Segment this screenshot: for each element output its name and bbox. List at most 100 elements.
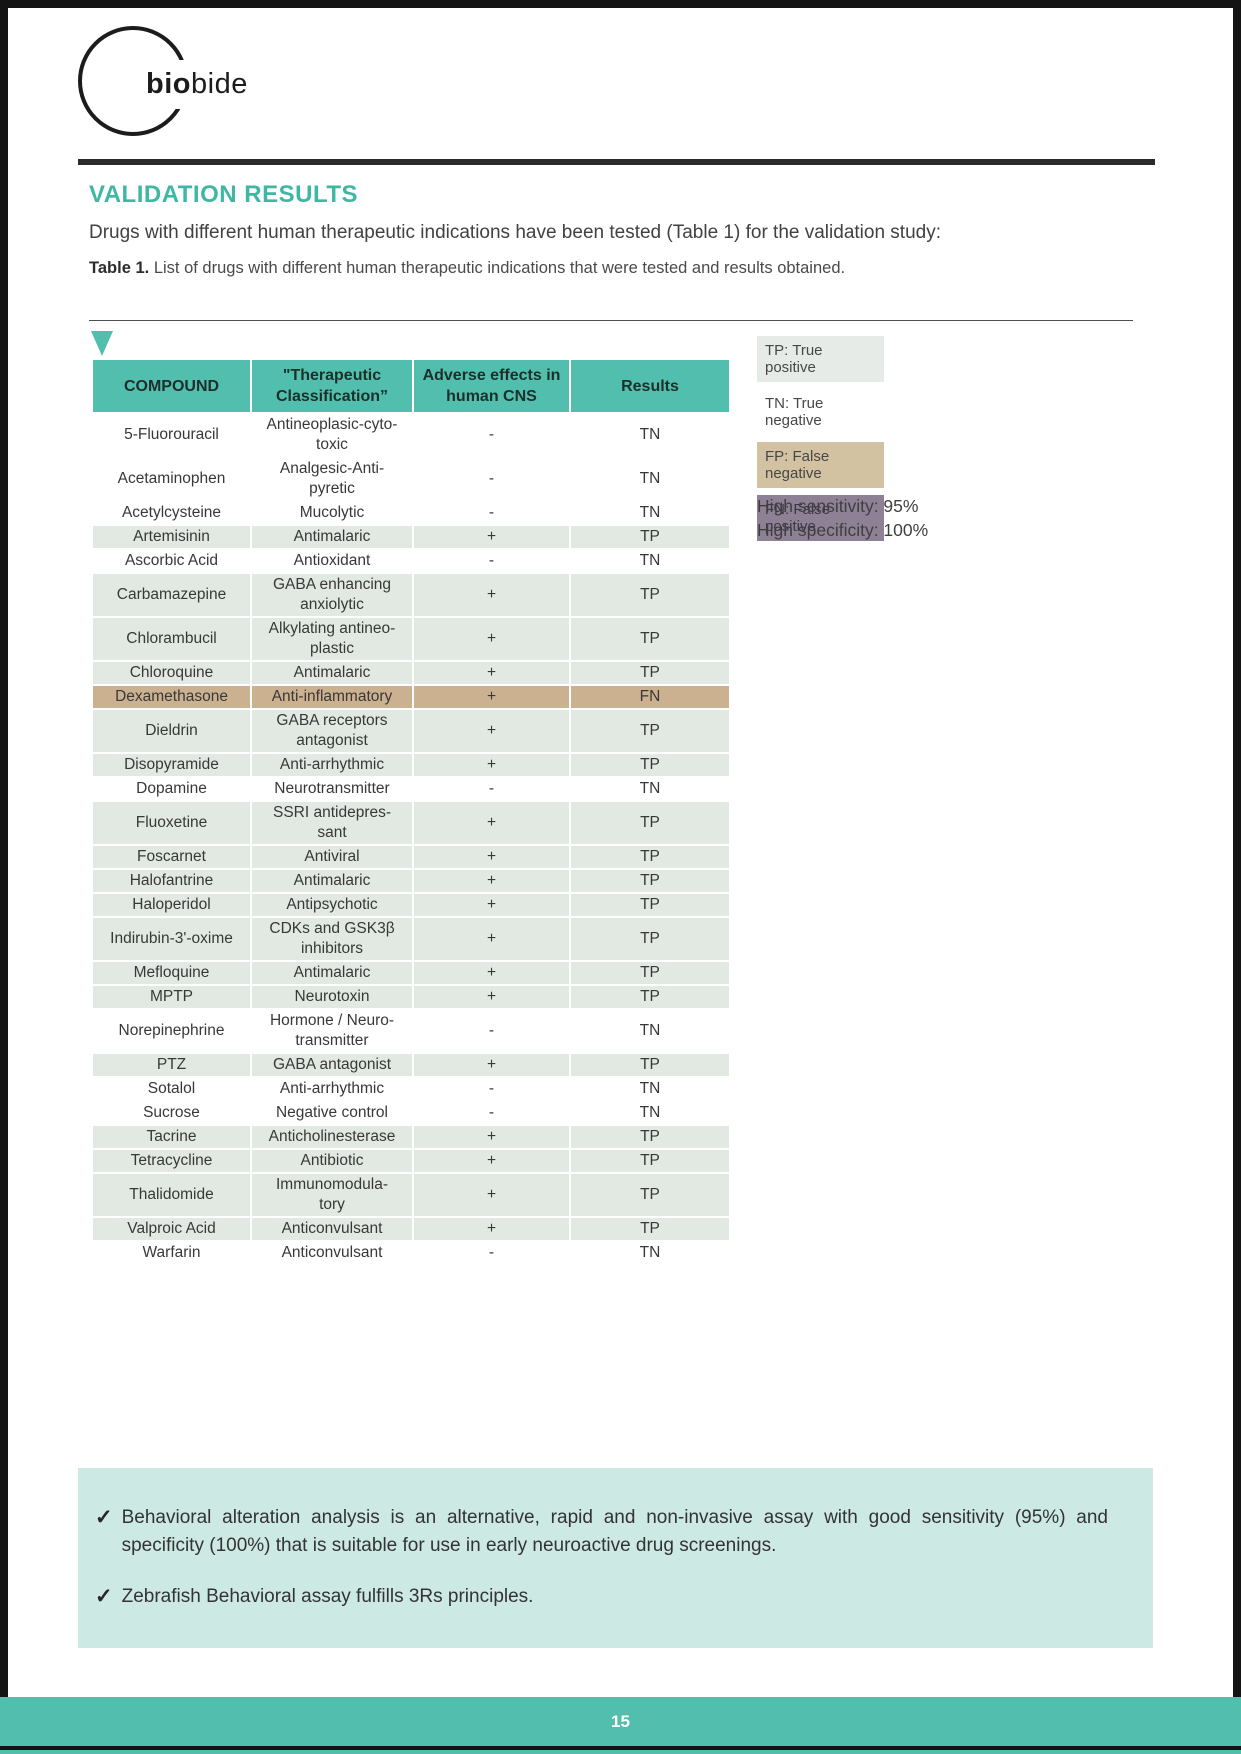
cns-effect-cell: + <box>414 1218 569 1240</box>
compound-cell: Haloperidol <box>93 894 250 916</box>
page-border-left <box>0 0 8 1700</box>
column-header: "Therapeutic Classification” <box>252 360 412 412</box>
classification-cell: Antiviral <box>252 846 412 868</box>
table-row: Carbamazepine GABA enhancing anxiolytic + T… <box>93 574 733 616</box>
result-cell: TP <box>571 754 729 776</box>
result-cell: TN <box>639 426 661 443</box>
result-cell: TP <box>571 870 729 892</box>
conclusion-bullet: ✓ Zebrafish Behavioral assay fulfills 3Rs… <box>95 1583 1108 1611</box>
compound-cell: Warfarin <box>142 1244 201 1261</box>
classification-cell: Anticonvulsant <box>252 1218 412 1240</box>
compound-cell: Norepinephrine <box>118 1022 225 1039</box>
conclusion-bullet: ✓ Behavioral alteration analysis is an al… <box>95 1504 1108 1559</box>
compound-cell: Indirubin-3'-oxime <box>93 918 250 960</box>
table-caption-text: List of drugs with different human thera… <box>153 259 846 277</box>
table-row: Halofantrine Antimalaric + TP <box>93 870 733 892</box>
classification-cell: Anti-arrhythmic <box>279 1080 385 1097</box>
table-row: PTZ GABA antagonist + TP <box>93 1054 733 1076</box>
cns-effect-cell: - <box>488 780 495 797</box>
result-cell: TP <box>571 618 729 660</box>
legend-item-fn: FN: False positive <box>757 495 884 541</box>
table-row: 5-Fluorouracil Antineoplasic-cyto- toxic -… <box>93 414 733 456</box>
footer-band <box>0 1697 1241 1746</box>
table-row: Haloperidol Antipsychotic + TP <box>93 894 733 916</box>
table-row: Artemisinin Antimalaric + TP <box>93 526 733 548</box>
compound-cell: Ascorbic Acid <box>124 552 219 569</box>
compound-cell: Carbamazepine <box>93 574 250 616</box>
compound-cell: Chlorambucil <box>93 618 250 660</box>
classification-cell: SSRI antidepres- sant <box>252 802 412 844</box>
classification-cell: Antimalaric <box>252 870 412 892</box>
compound-cell: Halofantrine <box>93 870 250 892</box>
stats-block: High sensitivity: 95% High specificity: … <box>757 494 928 542</box>
logo-text-bold: bio <box>146 68 191 100</box>
compound-cell: Foscarnet <box>93 846 250 868</box>
result-cell: TP <box>571 1150 729 1172</box>
result-cell: TP <box>571 1174 729 1216</box>
compound-cell: Fluoxetine <box>93 802 250 844</box>
sensitivity-stat: High sensitivity: 95% <box>757 496 919 516</box>
compound-cell: Acetylcysteine <box>121 504 222 521</box>
classification-cell: Mucolytic <box>299 504 365 521</box>
conclusions-box: ✓ Behavioral alteration analysis is an al… <box>78 1468 1153 1648</box>
classification-cell: Alkylating antineo- plastic <box>252 618 412 660</box>
classification-cell: Immunomodula- tory <box>252 1174 412 1216</box>
table-row: Acetaminophen Analgesic-Anti- pyretic - TN <box>93 458 733 500</box>
result-cell: TN <box>639 504 661 521</box>
compound-cell: Sucrose <box>143 1104 200 1121</box>
compound-cell: Valproic Acid <box>93 1218 250 1240</box>
result-cell: FN <box>571 686 729 708</box>
compound-cell: Artemisinin <box>93 526 250 548</box>
cns-effect-cell: - <box>488 1244 495 1261</box>
classification-cell: Antioxidant <box>293 552 371 569</box>
result-cell: TN <box>639 552 661 569</box>
classification-cell: CDKs and GSK3β inhibitors <box>252 918 412 960</box>
classification-cell: Anti-arrhythmic <box>252 754 412 776</box>
compound-cell: Acetaminophen <box>117 470 226 487</box>
cns-effect-cell: + <box>414 802 569 844</box>
table-caption: Table 1. List of drugs with different hu… <box>89 259 845 278</box>
table-row: Tetracycline Antibiotic + TP <box>93 1150 733 1172</box>
results-legend: TP: True positive TN: True negative FP: Fa… <box>757 336 884 548</box>
table-row: Sotalol Anti-arrhythmic - TN <box>93 1078 733 1100</box>
table-row: Valproic Acid Anticonvulsant + TP <box>93 1218 733 1240</box>
table-row: MPTP Neurotoxin + TP <box>93 986 733 1008</box>
footer-line <box>0 1746 1241 1750</box>
cns-effect-cell: + <box>414 1126 569 1148</box>
column-header: Results <box>571 360 729 412</box>
compound-cell: Thalidomide <box>93 1174 250 1216</box>
result-cell: TP <box>571 710 729 752</box>
triangle-marker-icon <box>91 331 113 356</box>
compound-cell: PTZ <box>93 1054 250 1076</box>
cns-effect-cell: + <box>414 754 569 776</box>
checkmark-icon: ✓ <box>95 1506 113 1529</box>
classification-cell: Anticholinesterase <box>252 1126 412 1148</box>
classification-cell: Analgesic-Anti- pyretic <box>279 460 385 497</box>
result-cell: TP <box>571 1126 729 1148</box>
compound-cell: Tacrine <box>93 1126 250 1148</box>
result-cell: TP <box>571 526 729 548</box>
cns-effect-cell: + <box>414 870 569 892</box>
cns-effect-cell: + <box>414 894 569 916</box>
legend-item-tp: TP: True positive <box>757 336 884 382</box>
cns-effect-cell: + <box>414 662 569 684</box>
classification-cell: Antimalaric <box>252 526 412 548</box>
checkmark-icon: ✓ <box>95 1585 113 1608</box>
classification-cell: Neurotoxin <box>252 986 412 1008</box>
classification-cell: Antineoplasic-cyto- toxic <box>266 416 398 453</box>
result-cell: TP <box>571 986 729 1008</box>
classification-cell: GABA antagonist <box>252 1054 412 1076</box>
cns-effect-cell: + <box>414 618 569 660</box>
cns-effect-cell: + <box>414 962 569 984</box>
table-row: Warfarin Anticonvulsant - TN <box>93 1242 733 1264</box>
cns-effect-cell: - <box>488 1104 495 1121</box>
page-title: VALIDATION RESULTS <box>89 181 358 208</box>
table-row: Tacrine Anticholinesterase + TP <box>93 1126 733 1148</box>
cns-effect-cell: - <box>488 426 495 443</box>
result-cell: TP <box>571 894 729 916</box>
classification-cell: Antipsychotic <box>252 894 412 916</box>
cns-effect-cell: - <box>488 1080 495 1097</box>
result-cell: TN <box>639 1104 661 1121</box>
result-cell: TN <box>639 780 661 797</box>
